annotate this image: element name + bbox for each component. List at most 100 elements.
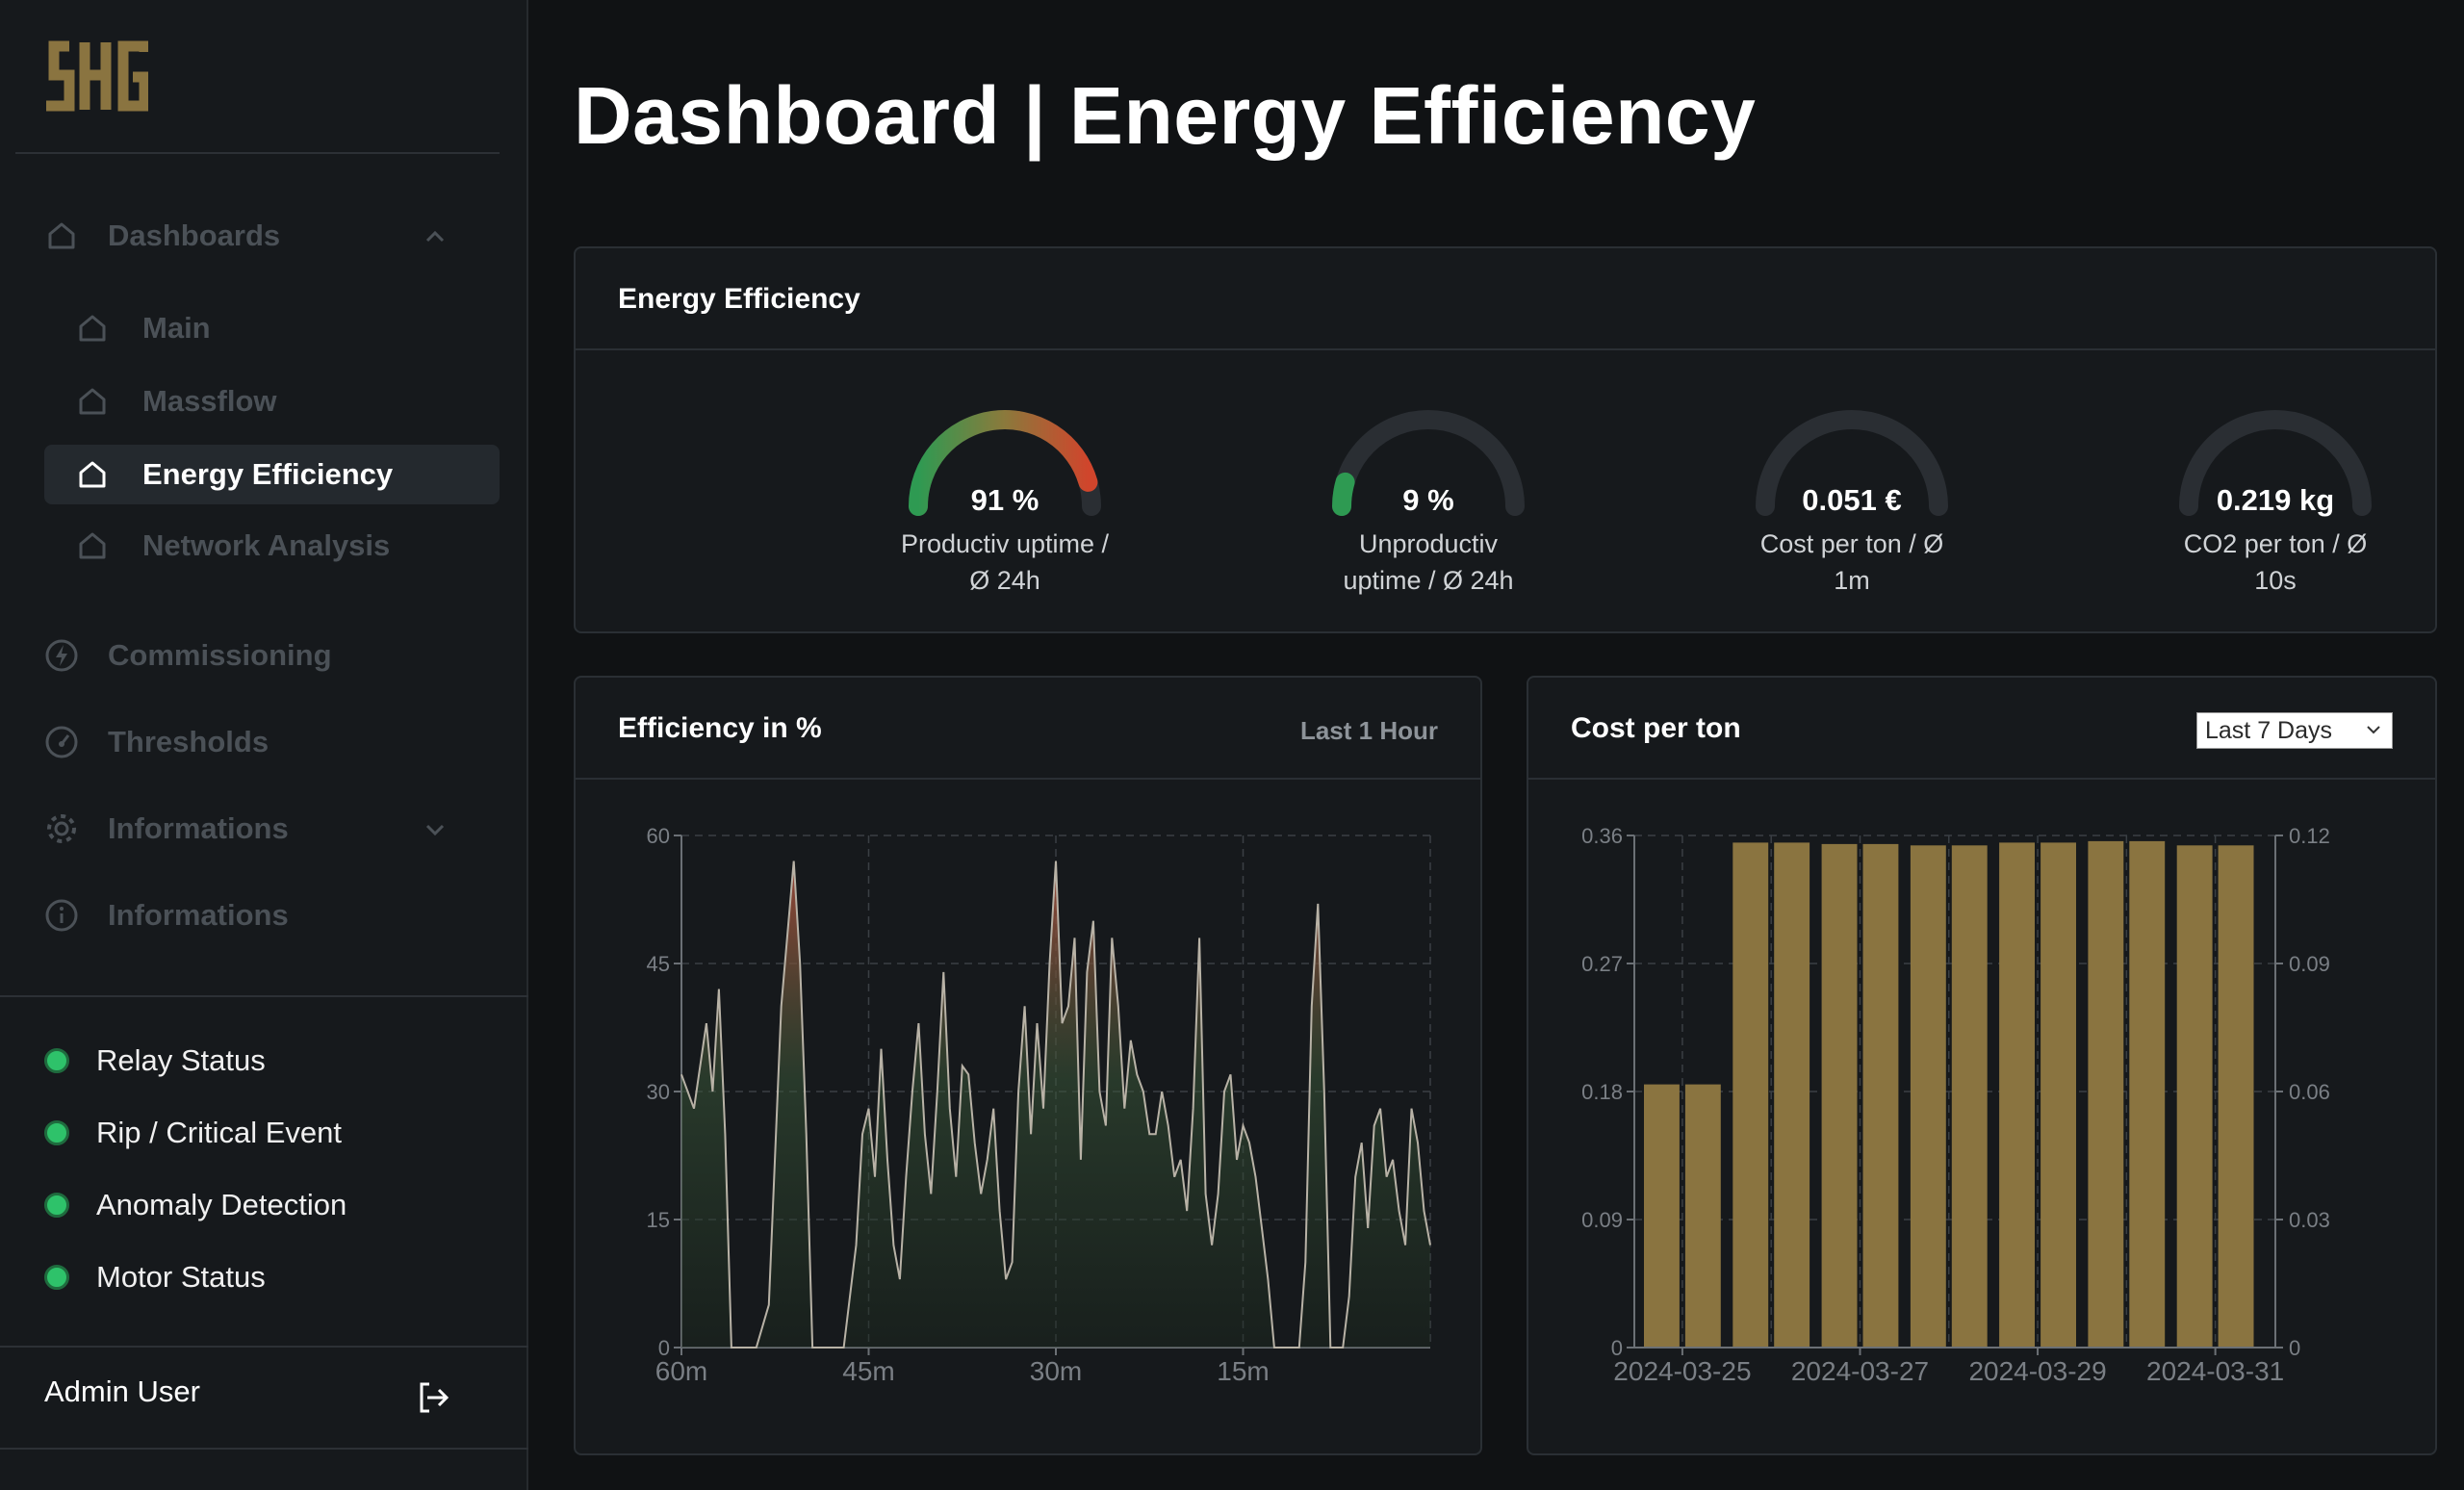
card-title: Energy Efficiency — [618, 283, 860, 315]
card-header: Efficiency in % Last 1 Hour — [576, 678, 1480, 780]
x-tick-label: 2024-03-25 — [1613, 1356, 1751, 1386]
card-title: Efficiency in % — [618, 712, 822, 744]
info-icon — [44, 898, 79, 933]
cost-bar — [1862, 843, 1899, 1348]
cost-bar — [1732, 842, 1769, 1348]
cost-bar — [2176, 845, 2213, 1348]
area-fill — [681, 861, 1430, 1348]
status-indicator — [44, 1120, 69, 1145]
gauge-productive-uptime: 91 % Productiv uptime / Ø 24h — [870, 400, 1140, 595]
nav-main[interactable]: Main — [75, 298, 499, 358]
gear-icon — [44, 811, 79, 846]
sidebar-divider — [0, 1346, 528, 1348]
nav-label: Commissioning — [108, 638, 332, 672]
card-title: Cost per ton — [1571, 712, 1741, 744]
nav-thresholds[interactable]: Thresholds — [44, 712, 487, 772]
time-range-select[interactable]: Last 7 Days — [2196, 712, 2393, 749]
time-range-label: Last 1 Hour — [1299, 716, 1438, 745]
status-critical-event: Rip / Critical Event — [44, 1116, 342, 1150]
cost-bar — [1999, 842, 2035, 1348]
y2-tick-label: 0 — [2289, 1336, 2300, 1360]
y-tick-label: 45 — [647, 952, 670, 976]
nav-label: Network Analysis — [142, 528, 391, 562]
x-tick-label: 30m — [1030, 1356, 1082, 1386]
gauge-value: 0.051 € — [1802, 483, 1902, 517]
efficiency-area-chart[interactable]: 0 15 30 45 60 60m 45m 30m 15m — [576, 678, 1480, 1453]
gauge-arc — [909, 409, 1101, 516]
gauge-fill — [1331, 472, 1355, 516]
x-tick-label: 2024-03-31 — [2146, 1356, 2284, 1386]
gauge-arc — [1331, 410, 1525, 516]
y-tick-label: 0.36 — [1581, 824, 1623, 848]
nav-commissioning[interactable]: Commissioning — [44, 626, 487, 685]
nav-label: Thresholds — [108, 725, 270, 758]
series-line — [680, 861, 1431, 1349]
gauge-label-line: Ø 24h — [969, 566, 1040, 595]
gauge-icon — [44, 725, 79, 759]
nav-label: Informations — [108, 898, 289, 932]
nav-informations-group[interactable]: Informations — [44, 799, 487, 859]
card-header: Energy Efficiency — [576, 248, 2435, 350]
home-icon — [75, 311, 110, 346]
y-tick-label: 0.09 — [1581, 1208, 1623, 1232]
chevron-down-icon[interactable] — [422, 816, 449, 843]
cost-bar — [2129, 840, 2166, 1348]
status-indicator — [44, 1048, 69, 1073]
card-header: Cost per ton Last 7 Days — [1528, 678, 2435, 780]
cost-bar — [2040, 842, 2076, 1348]
home-icon — [44, 218, 79, 253]
y-tick-label: 30 — [647, 1080, 670, 1104]
gauge-label-line: Productiv uptime / — [900, 529, 1110, 558]
cost-bar — [1951, 845, 1988, 1348]
status-label: Anomaly Detection — [96, 1188, 347, 1221]
cost-bar — [1684, 1084, 1721, 1348]
y-tick-label: 0 — [1611, 1336, 1623, 1360]
gauge-arc — [2179, 410, 2372, 516]
gauge-label-line: Cost per ton / Ø — [1759, 529, 1944, 558]
home-icon — [75, 528, 110, 563]
sidebar-divider — [0, 1448, 528, 1450]
gauge-cost-per-ton: 0.051 € Cost per ton / Ø 1m — [1717, 400, 1987, 595]
sidebar: Dashboards Main Massflow Energy Efficien… — [0, 0, 528, 1490]
y2-tick-label: 0.12 — [2289, 824, 2330, 848]
gauge-label-line: CO2 per ton / Ø — [2183, 529, 2368, 558]
gauge-label-line: Unproductiv — [1358, 529, 1499, 558]
status-label: Rip / Critical Event — [96, 1116, 342, 1149]
nav-network-analysis[interactable]: Network Analysis — [75, 516, 499, 576]
gauge-label-line: uptime / Ø 24h — [1343, 566, 1514, 595]
cost-bar — [1821, 843, 1858, 1348]
x-tick-label: 2024-03-29 — [1968, 1356, 2106, 1386]
chevron-up-icon[interactable] — [422, 223, 449, 250]
gauge-co2-per-ton: 0.219 kg CO2 per ton / Ø 10s — [2141, 400, 2410, 595]
x-tick-label: 60m — [655, 1356, 707, 1386]
cost-bar-chart[interactable]: 0 0.09 0.18 0.27 0.36 0 0.03 0.06 0.09 0.12 2024-0… — [1528, 678, 2435, 1453]
sidebar-divider — [0, 995, 528, 997]
cost-bar — [2218, 845, 2254, 1348]
logout-icon[interactable] — [414, 1378, 452, 1417]
gauge-label: Cost per ton / Ø 1m — [1717, 526, 1987, 599]
gauge-value: 91 % — [970, 483, 1040, 517]
efficiency-chart-card: Efficiency in % Last 1 Hour 0 15 30 45 60 60m… — [574, 676, 1482, 1455]
nav-label: Informations — [108, 811, 289, 845]
y2-tick-label: 0.03 — [2289, 1208, 2330, 1232]
gauge-label-line: 10s — [2254, 566, 2297, 595]
nav-dashboards[interactable]: Dashboards — [44, 206, 487, 266]
cost-bar — [2088, 840, 2124, 1348]
cost-bar — [1644, 1084, 1680, 1348]
y-tick-label: 0.27 — [1581, 952, 1623, 976]
status-indicator — [44, 1193, 69, 1218]
gauge-label: Unproductiv uptime / Ø 24h — [1294, 526, 1563, 599]
y-tick-label: 0.18 — [1581, 1080, 1623, 1104]
chevron-down-icon — [2367, 726, 2380, 734]
brand-logo[interactable] — [42, 39, 148, 114]
nav-informations[interactable]: Informations — [44, 886, 487, 945]
home-icon — [75, 457, 110, 492]
status-anomaly-detection: Anomaly Detection — [44, 1188, 346, 1222]
gauge-unproductive-uptime: 9 % Unproductiv uptime / Ø 24h — [1294, 400, 1563, 595]
y-tick-label: 0 — [658, 1336, 670, 1360]
nav-label: Massflow — [142, 384, 277, 418]
nav-label: Main — [142, 311, 211, 345]
nav-energy-efficiency[interactable]: Energy Efficiency — [44, 445, 500, 504]
nav-massflow[interactable]: Massflow — [75, 372, 499, 431]
